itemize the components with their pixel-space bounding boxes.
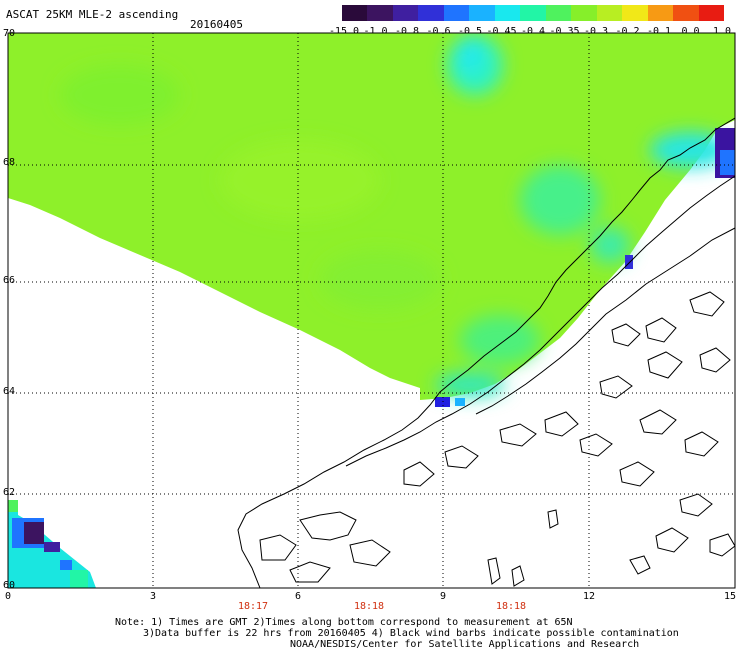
swath-corner	[8, 500, 96, 588]
time-label-3: 18:18	[495, 601, 527, 612]
color-scale-label: -0.45	[486, 26, 517, 37]
graticule	[8, 33, 735, 588]
color-swatch-6	[494, 5, 521, 21]
color-swatch-5	[469, 5, 495, 21]
color-scale-label: 1.0	[712, 26, 732, 37]
color-swatch-14	[698, 5, 725, 21]
map-frame	[7, 32, 736, 589]
time-label-2: 18:18	[353, 601, 385, 612]
note-line-2: 3)Data buffer is 22 hrs from 20160405 4)…	[143, 628, 679, 639]
color-scale-label: -0.1	[646, 26, 672, 37]
color-swatch-0	[342, 5, 368, 21]
color-swatch-2	[392, 5, 419, 21]
lon-label-12: 12	[582, 591, 596, 602]
lat-label-62: 62	[3, 487, 16, 498]
lon-label-6: 6	[294, 591, 302, 602]
color-swatch-3	[418, 5, 444, 21]
color-swatch-12	[647, 5, 674, 21]
lat-label-68: 68	[3, 157, 16, 168]
color-scale-label: -0.8	[394, 26, 420, 37]
color-scale-label: 0.0	[681, 26, 700, 37]
color-swatch-4	[443, 5, 470, 21]
coastline	[237, 117, 735, 588]
color-scale-label: -0.4	[520, 26, 546, 37]
lon-label-0: 0	[4, 591, 12, 602]
swath-texture	[60, 35, 730, 397]
color-swatch-7	[520, 5, 546, 21]
color-swatch-8	[545, 5, 572, 21]
color-scale-label: -0.2	[615, 26, 640, 37]
lat-label-64: 64	[3, 386, 16, 397]
lat-label-60: 60	[3, 580, 16, 591]
color-swatch-13	[673, 5, 699, 21]
color-scale-bar	[342, 5, 725, 21]
time-label-1: 18:17	[237, 601, 269, 612]
lat-label-70: 70	[3, 28, 16, 39]
color-swatch-9	[571, 5, 597, 21]
lon-label-15: 15	[723, 591, 737, 602]
color-scale-label: -0.5	[457, 26, 483, 37]
lon-label-3: 3	[149, 591, 157, 602]
lat-label-66: 66	[3, 275, 16, 286]
map-title: ASCAT 25KM MLE-2 ascending	[6, 8, 179, 21]
color-scale-label: -1.0	[363, 26, 388, 37]
ascat-swath	[8, 33, 735, 400]
note-line-3: NOAA/NESDIS/Center for Satellite Applica…	[290, 639, 640, 650]
color-scale-label: -15.0	[328, 26, 360, 37]
lon-label-9: 9	[439, 591, 447, 602]
color-swatch-10	[596, 5, 623, 21]
color-swatch-11	[622, 5, 648, 21]
color-scale-label: -0.6	[426, 26, 451, 37]
color-scale-label: -0.35	[549, 26, 580, 37]
color-swatch-1	[367, 5, 393, 21]
note-line-1: Note: 1) Times are GMT 2)Times along bot…	[115, 617, 573, 628]
map-date: 20160405	[190, 18, 243, 31]
color-scale-label: -0.3	[583, 26, 609, 37]
